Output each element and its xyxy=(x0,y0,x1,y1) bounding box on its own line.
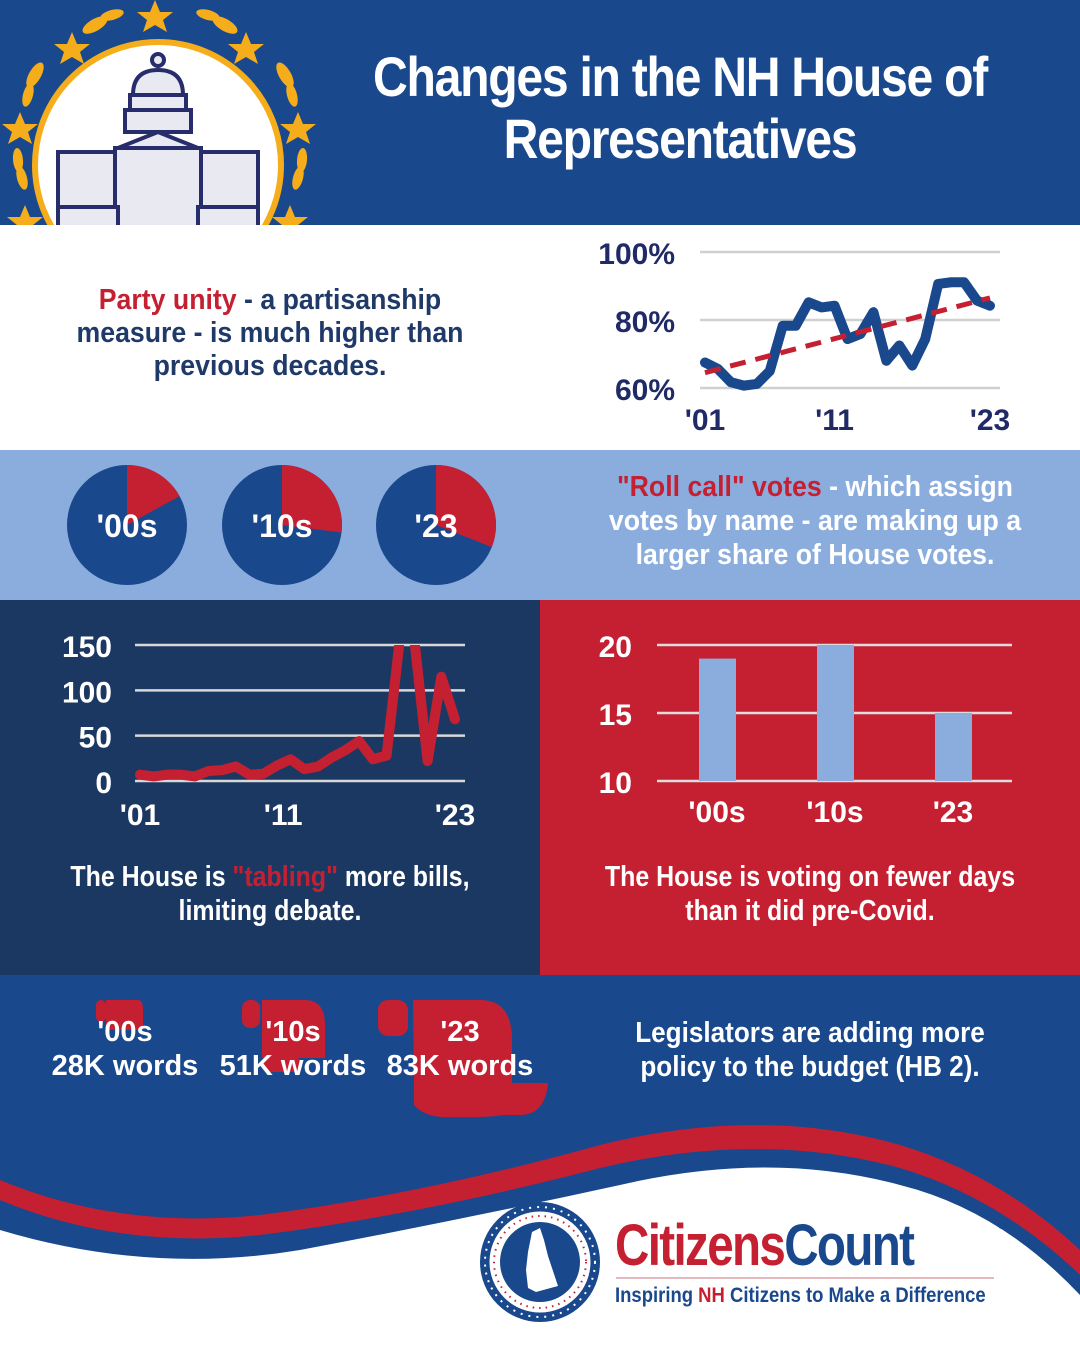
roll-call-text: - which assign votes by name - are makin… xyxy=(608,471,1022,571)
tabling-section xyxy=(0,600,540,975)
tabling-caption: The House is "tabling" more bills, limit… xyxy=(64,860,477,928)
x-tick-label: '23 xyxy=(933,796,974,829)
x-tick-label: '01 xyxy=(685,404,726,437)
tabling-caption-pre: The House is xyxy=(70,861,233,893)
budget-item: '10s 51K words xyxy=(213,1015,373,1083)
party-unity-description: Party unity - a partisanship measure - i… xyxy=(58,284,481,383)
scroll-icon xyxy=(242,1000,325,1072)
y-tick-label: 0 xyxy=(95,767,112,800)
y-tick-label: 20 xyxy=(599,631,632,664)
trend-line xyxy=(704,295,991,376)
x-tick-label: '00s xyxy=(688,796,745,829)
y-tick-label: 100 xyxy=(62,676,112,709)
y-tick-label: 15 xyxy=(599,699,632,732)
party-unity-highlight: Party unity xyxy=(98,284,237,316)
page-title: Changes in the NH House of Representativ… xyxy=(373,45,988,170)
tagline-pre: Inspiring xyxy=(615,1284,699,1307)
y-tick-label: 10 xyxy=(599,767,632,800)
data-line xyxy=(700,277,995,391)
new-hampshire-outline-icon xyxy=(526,1228,558,1292)
brand-name: CitizensCount xyxy=(615,1212,915,1279)
budget-item-value: 51K words xyxy=(219,1050,367,1082)
tabling-chart: 0 50 100 150 '01 '11 '23 xyxy=(62,631,476,832)
budget-caption: Legislators are adding more policy to th… xyxy=(635,1017,985,1083)
tagline-post: Citizens to Make a Difference xyxy=(724,1284,986,1307)
x-tick-label: '10s xyxy=(806,796,863,829)
budget-item: '00s 28K words xyxy=(45,1015,205,1083)
bar xyxy=(817,645,854,781)
brand-tagline: Inspiring NH Citizens to Make a Differen… xyxy=(615,1284,986,1308)
roll-call-description: "Roll call" votes - which assign votes b… xyxy=(590,470,1041,572)
laurel-wreath-icon xyxy=(12,9,308,190)
budget-item-label: '23 xyxy=(440,1016,480,1048)
pie-slice-roll-call xyxy=(436,465,497,548)
x-tick-label: '01 xyxy=(120,799,161,832)
scroll-icon xyxy=(96,1000,143,1030)
citizens-count-seal-icon xyxy=(480,1202,600,1322)
party-unity-text: - a partisanship measure - is much highe… xyxy=(76,284,464,382)
bar xyxy=(699,658,736,781)
budget-item: '23 83K words xyxy=(380,1015,540,1083)
brand-divider xyxy=(616,1277,994,1279)
pie-slice-roll-call xyxy=(127,465,180,525)
party-unity-chart: 60% 80% 100% '01 '11 '23 xyxy=(598,238,1011,437)
tagline-highlight: NH xyxy=(698,1284,725,1307)
tabling-caption-highlight: "tabling" xyxy=(232,861,338,893)
x-tick-label: '23 xyxy=(970,404,1011,437)
pie-label: '23 xyxy=(414,508,457,544)
x-tick-label: '23 xyxy=(435,799,476,832)
y-tick-label: 60% xyxy=(615,374,675,407)
voting-days-caption: The House is voting on fewer days than i… xyxy=(604,861,1016,927)
capitol-emblem-icon xyxy=(0,0,320,240)
scroll-icon xyxy=(378,1000,548,1117)
y-tick-label: 80% xyxy=(615,306,675,339)
roll-call-highlight: "Roll call" votes xyxy=(617,471,822,503)
x-tick-label: '11 xyxy=(264,799,303,832)
budget-item-value: 83K words xyxy=(386,1050,534,1082)
x-tick-label: '11 xyxy=(815,404,854,437)
bar xyxy=(935,713,972,781)
budget-item-label: '00s xyxy=(97,1016,153,1048)
tabling-caption-post: more bills, limiting debate. xyxy=(178,861,470,927)
registered-mark: ® xyxy=(998,1220,1007,1232)
budget-item-label: '10s xyxy=(265,1016,321,1048)
pie-label: '10s xyxy=(252,508,313,544)
party-unity-section xyxy=(0,225,1080,450)
capitol-building-icon xyxy=(56,52,260,235)
y-tick-label: 150 xyxy=(62,631,112,664)
pie-slice-roll-call xyxy=(282,465,342,533)
budget-item-value: 28K words xyxy=(51,1050,199,1082)
brand-citizens: Citizens xyxy=(615,1213,786,1278)
y-tick-label: 100% xyxy=(598,238,675,271)
scroll-icons xyxy=(96,1000,548,1117)
pie-label: '00s xyxy=(97,508,158,544)
voting-days-section xyxy=(540,600,1080,975)
brand-count: Count xyxy=(784,1213,915,1278)
y-tick-label: 50 xyxy=(79,722,112,755)
voting-days-bar-chart: 10 15 20 '00s '10s '23 xyxy=(599,631,1012,829)
data-line xyxy=(135,645,460,782)
roll-call-pie-charts: '00s '10s '23 xyxy=(67,465,497,585)
